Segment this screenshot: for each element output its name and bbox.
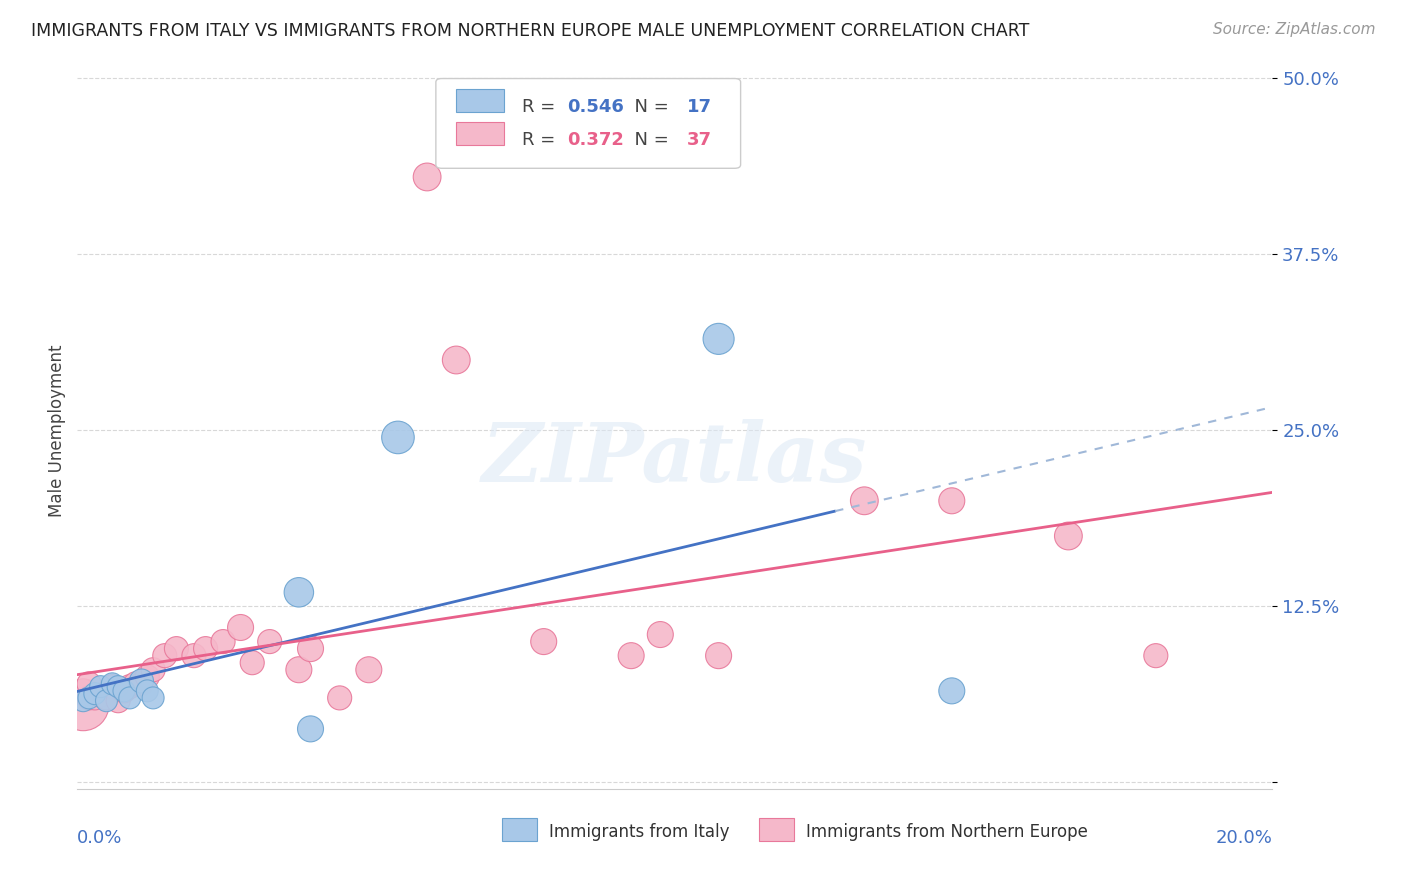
Point — [288, 585, 311, 599]
Point — [387, 430, 409, 444]
Point — [142, 690, 165, 705]
Text: 0.0%: 0.0% — [77, 829, 122, 847]
Point — [1144, 648, 1167, 663]
Point — [77, 690, 100, 705]
Point — [112, 684, 135, 698]
FancyBboxPatch shape — [456, 89, 503, 112]
Point — [183, 648, 205, 663]
Point — [96, 690, 118, 705]
Text: R =: R = — [522, 131, 561, 149]
Point — [131, 673, 153, 688]
Point — [83, 687, 105, 701]
Point — [853, 493, 876, 508]
Point — [240, 656, 263, 670]
Point — [299, 722, 322, 736]
Point — [124, 677, 146, 691]
Text: N =: N = — [623, 131, 675, 149]
Point — [329, 690, 352, 705]
Text: N =: N = — [623, 98, 675, 116]
Text: 0.372: 0.372 — [568, 131, 624, 149]
Text: Source: ZipAtlas.com: Source: ZipAtlas.com — [1212, 22, 1375, 37]
Text: IMMIGRANTS FROM ITALY VS IMMIGRANTS FROM NORTHERN EUROPE MALE UNEMPLOYMENT CORRE: IMMIGRANTS FROM ITALY VS IMMIGRANTS FROM… — [31, 22, 1029, 40]
Point — [620, 648, 643, 663]
Point — [101, 680, 124, 694]
Text: 0.546: 0.546 — [568, 98, 624, 116]
Point — [941, 684, 963, 698]
FancyBboxPatch shape — [436, 78, 741, 169]
Point — [259, 634, 281, 648]
Point — [153, 648, 176, 663]
Point — [446, 353, 468, 368]
Point — [72, 684, 94, 698]
Text: 17: 17 — [688, 98, 711, 116]
Point — [136, 684, 159, 698]
Point — [707, 648, 730, 663]
Point — [118, 680, 141, 694]
Point — [299, 641, 322, 656]
Point — [941, 493, 963, 508]
Point — [77, 677, 100, 691]
Point — [533, 634, 555, 648]
Point — [96, 694, 118, 708]
Text: 37: 37 — [688, 131, 711, 149]
Point — [90, 688, 112, 702]
Point — [165, 641, 187, 656]
Text: Immigrants from Northern Europe: Immigrants from Northern Europe — [807, 823, 1088, 841]
Point — [707, 332, 730, 346]
FancyBboxPatch shape — [456, 122, 503, 145]
Point — [131, 677, 153, 691]
Text: ZIPatlas: ZIPatlas — [482, 419, 868, 500]
Point — [650, 627, 672, 641]
Point — [107, 680, 129, 694]
Point — [77, 690, 100, 705]
Point — [142, 663, 165, 677]
Point — [212, 634, 235, 648]
Point — [107, 694, 129, 708]
Point — [83, 690, 105, 705]
Text: Immigrants from Italy: Immigrants from Italy — [550, 823, 730, 841]
Point — [288, 663, 311, 677]
Y-axis label: Male Unemployment: Male Unemployment — [48, 344, 66, 516]
Point — [136, 670, 159, 684]
FancyBboxPatch shape — [502, 818, 537, 841]
Point — [229, 620, 252, 634]
Point — [90, 680, 112, 694]
FancyBboxPatch shape — [759, 818, 794, 841]
Text: 20.0%: 20.0% — [1216, 829, 1272, 847]
Point — [112, 684, 135, 698]
Point — [101, 677, 124, 691]
Point — [1057, 529, 1080, 543]
Point — [416, 169, 439, 184]
Point — [118, 690, 141, 705]
Point — [194, 641, 217, 656]
Text: R =: R = — [522, 98, 561, 116]
Point — [72, 694, 94, 708]
Point — [357, 663, 380, 677]
Point — [72, 698, 94, 712]
